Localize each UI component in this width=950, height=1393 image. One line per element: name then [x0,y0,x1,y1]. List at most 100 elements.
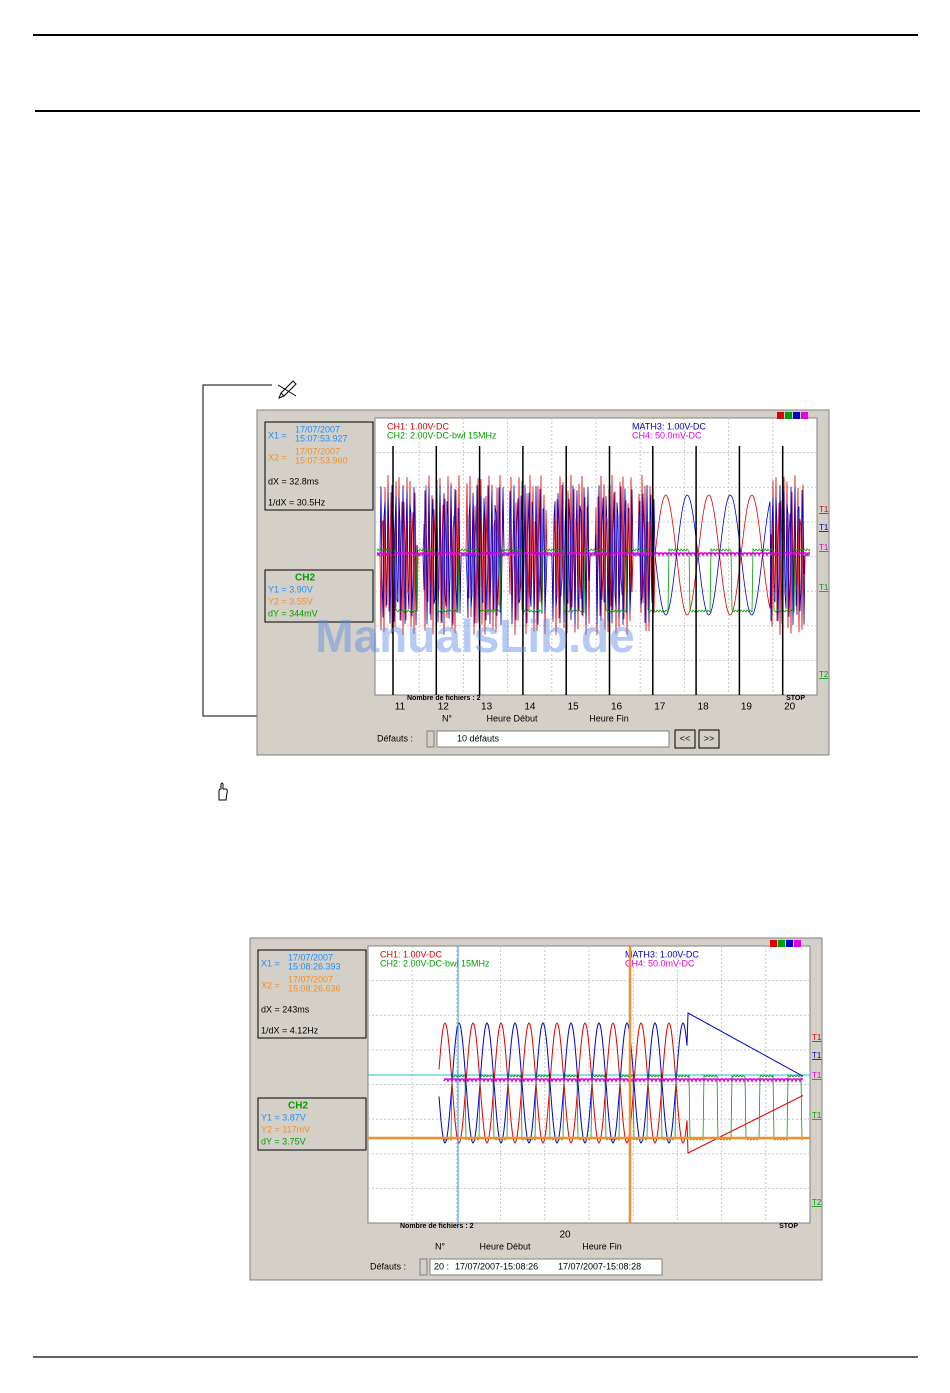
channel-badge [794,940,801,947]
dy-value: dY = 3.75V [261,1136,306,1146]
defauts-value: 10 défauts [457,733,500,743]
nav-button[interactable] [698,729,720,749]
status: STOP [786,695,805,702]
column-header: Heure Début [486,713,538,723]
y1-value: Y1 = 3.87V [261,1112,306,1122]
file-count: Nombre de fichiers : 2 [407,695,481,702]
trace-marker: T1 [819,543,829,552]
spinner[interactable] [419,1258,428,1276]
cursor-label: X1 = [268,430,287,440]
channel-badge [793,412,800,419]
cursor-date: 17/07/2007 [295,446,340,456]
channel-badge [801,412,808,419]
waveform [438,1012,804,1144]
channel-badge [786,940,793,947]
channel-box [264,569,374,623]
channel-setting: MATH3: 1.00V-DC [632,421,706,431]
cursor-box [264,421,374,511]
defauts-label: Défauts : [370,1261,406,1271]
channel-badge [777,412,784,419]
channel-badge [785,412,792,419]
trace-marker: T1 [812,1111,822,1120]
column-header: N° [442,713,452,723]
cursor-label: X2 = [261,980,280,990]
cursor-date: 17/07/2007 [288,952,333,962]
cursor-label: X1 = [261,958,280,968]
dy-value: dY = 344mV [268,608,318,618]
file-index: 17 [654,702,666,713]
nav-button-label: << [680,733,691,743]
cursor-time: 15:07:53.927 [295,433,348,443]
file-index: 11 [395,702,406,713]
channel-name: CH2 [295,573,315,584]
trace-marker: T2 [819,670,829,679]
inverse-delta-x: 1/dX = 30.5Hz [268,497,326,507]
file-index: 20 [784,702,796,713]
defauts-field[interactable] [429,1258,663,1276]
channel-badge [770,940,777,947]
channel-setting: CH4: 50.0mV-DC [625,958,695,968]
trace-marker: T1 [819,583,829,592]
hand-icon [218,782,228,801]
channel-setting: CH1: 1.00V-DC [380,949,443,959]
cursor-box [257,949,367,1039]
channel-setting: CH2: 2.00V-DC-bwl 15MHz [387,430,497,440]
file-index: 19 [741,702,753,713]
spinner[interactable] [426,730,435,748]
cursor-time: 15:07:53.960 [295,455,348,465]
nav-button[interactable] [674,729,696,749]
channel-setting: CH2: 2.00V-DC-bwl 15MHz [380,958,490,968]
file-index: 13 [481,702,493,713]
y1-value: Y1 = 3.90V [268,584,313,594]
defauts-field[interactable] [436,730,670,748]
cursor-date: 17/07/2007 [295,424,340,434]
cursor-date: 17/07/2007 [288,974,333,984]
file-index: 14 [524,702,536,713]
y2-value: Y2 = 117mV [261,1124,310,1134]
file-index: 15 [568,702,580,713]
y2-value: Y2 = 3.55V [268,596,313,606]
trace-marker: T1 [819,523,829,532]
channel-setting: CH1: 1.00V-DC [387,421,450,431]
waveform [443,1078,803,1083]
file-index: 20 [559,1230,571,1241]
trace-marker: T1 [812,1051,822,1060]
channel-setting: MATH3: 1.00V-DC [625,949,699,959]
inverse-delta-x: 1/dX = 4.12Hz [261,1025,319,1035]
trace-marker: T1 [812,1033,822,1042]
channel-badge [778,940,785,947]
waveform [438,1022,804,1154]
cursor-label: X2 = [268,452,287,462]
trace-marker: T2 [812,1198,822,1207]
pencil-icon [277,380,297,399]
column-header: Heure Début [479,1241,531,1251]
trace-marker: T1 [819,505,829,514]
waveform [377,552,810,557]
defauts-value: 17/07/2007-15:08:26 [455,1261,538,1271]
waveform [376,548,811,613]
delta-x: dX = 243ms [261,1004,310,1014]
defauts-label: Défauts : [377,733,413,743]
file-index: 18 [698,702,710,713]
file-index: 12 [438,702,450,713]
cursor-time: 15:08:26.393 [288,961,341,971]
cursor-time: 15:08:26.636 [288,983,341,993]
channel-box [257,1097,367,1151]
column-header: Heure Fin [589,713,629,723]
channel-name: CH2 [288,1101,308,1112]
defauts-value: 17/07/2007-15:08:28 [558,1261,641,1271]
file-count: Nombre de fichiers : 2 [400,1223,474,1230]
column-header: N° [435,1241,445,1251]
watermark: ManualsLib.de [315,610,634,662]
status: STOP [779,1223,798,1230]
trace-marker: T1 [812,1071,822,1080]
defauts-value: 20 : [434,1261,449,1271]
file-index: 16 [611,702,623,713]
delta-x: dX = 32.8ms [268,476,319,486]
channel-setting: CH4: 50.0mV-DC [632,430,702,440]
nav-button-label: >> [704,733,715,743]
